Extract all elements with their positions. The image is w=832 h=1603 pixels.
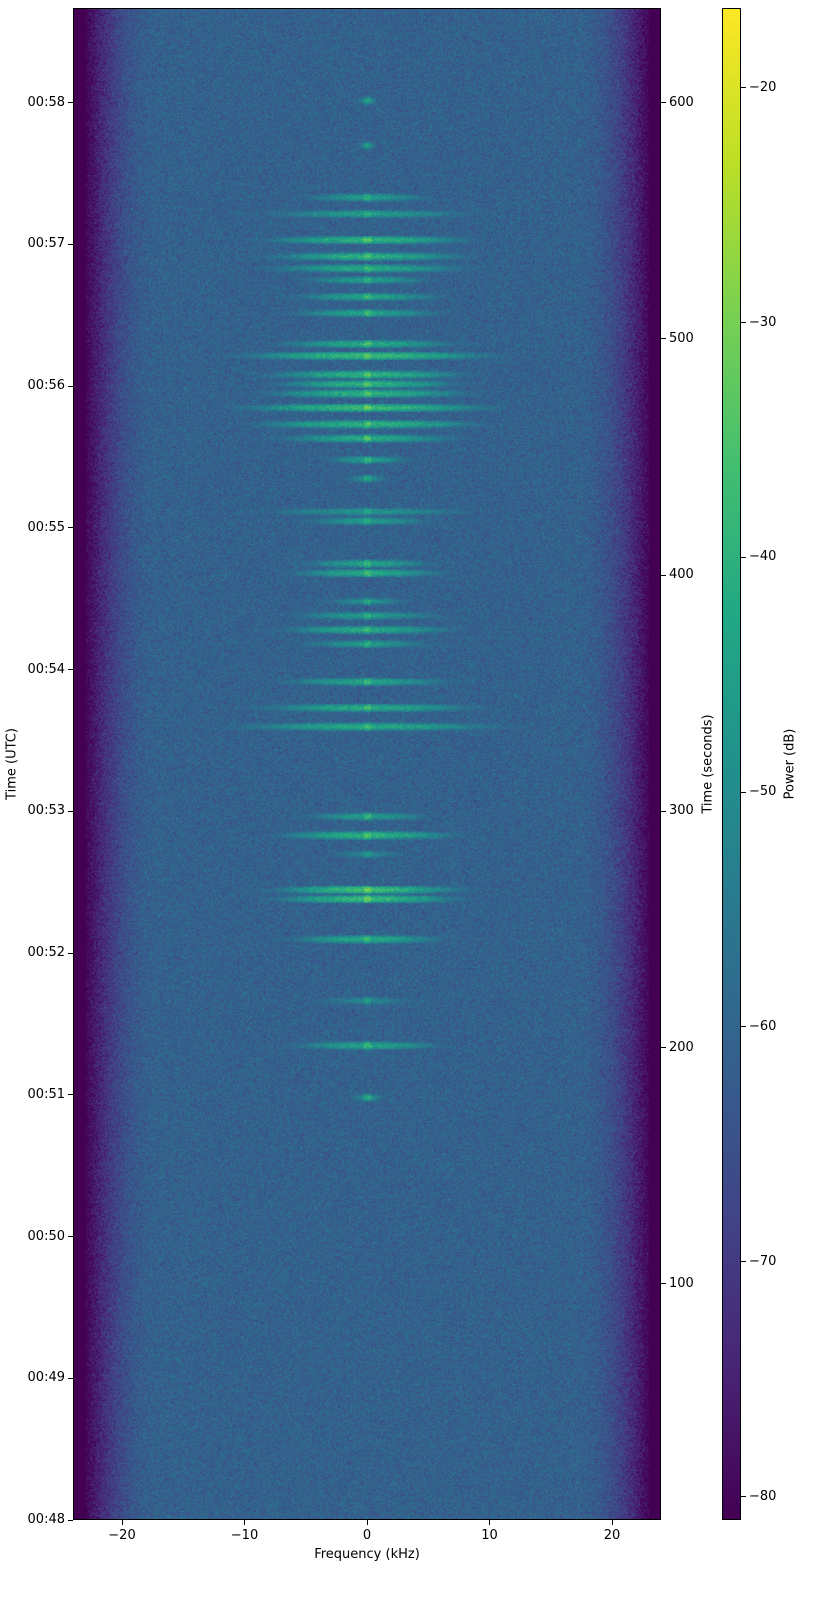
left-y-tick-label: 00:53 <box>27 803 65 819</box>
left-y-tick-mark <box>68 1236 73 1237</box>
x-tick-mark <box>366 1520 368 1525</box>
left-y-tick-mark <box>68 1094 73 1096</box>
colorbar-tick-mark <box>741 1026 746 1028</box>
colorbar-tick-label: −30 <box>749 314 777 330</box>
left-y-tick-mark <box>68 810 73 812</box>
x-tick-mark <box>489 1520 490 1525</box>
colorbar-tick-label: −50 <box>749 784 777 800</box>
x-tick-mark <box>244 1520 245 1525</box>
x-tick-mark <box>611 1520 613 1525</box>
colorbar-gradient <box>723 9 740 1519</box>
left-y-tick-label: 00:54 <box>27 661 65 677</box>
left-y-tick-label: 00:50 <box>27 1228 65 1244</box>
x-tick-label: 10 <box>481 1528 498 1543</box>
colorbar-tick-mark <box>741 1261 746 1263</box>
right-y-tick-label: 600 <box>669 94 694 110</box>
right-y-tick-mark <box>661 102 666 103</box>
x-tick-label: −10 <box>230 1528 259 1543</box>
left-y-tick-label: 00:48 <box>27 1512 65 1527</box>
right-y-tick-mark <box>661 338 666 340</box>
colorbar-tick-label: −40 <box>749 549 777 565</box>
plot-area <box>73 8 661 1520</box>
colorbar <box>722 8 741 1520</box>
right-y-tick-mark <box>661 1047 666 1048</box>
colorbar-tick-label: −20 <box>749 79 777 95</box>
colorbar-tick-mark <box>741 87 746 89</box>
right-y-tick-label: 400 <box>669 567 694 582</box>
left-y-tick-mark <box>68 1519 73 1521</box>
left-y-tick-label: 00:52 <box>27 945 65 960</box>
right-y-tick-label: 300 <box>669 803 694 819</box>
colorbar-tick-label: −80 <box>749 1488 777 1504</box>
x-tick-label: 20 <box>603 1528 621 1543</box>
left-y-tick-label: 00:58 <box>27 94 65 110</box>
y-axis-label-right: Time (seconds) <box>700 714 716 814</box>
colorbar-tick-label: −60 <box>749 1018 777 1034</box>
x-tick-label: −20 <box>108 1528 136 1543</box>
colorbar-label: Power (dB) <box>782 728 798 800</box>
left-y-tick-mark <box>68 243 73 245</box>
right-y-tick-mark <box>661 810 666 812</box>
left-y-tick-mark <box>68 1377 73 1379</box>
left-y-tick-mark <box>68 527 73 529</box>
right-y-tick-label: 200 <box>669 1039 694 1055</box>
left-y-tick-mark <box>68 102 73 103</box>
colorbar-tick-mark <box>741 322 746 324</box>
colorbar-tick-mark <box>741 556 746 558</box>
left-y-tick-label: 00:49 <box>27 1370 65 1386</box>
colorbar-tick-mark <box>741 791 746 793</box>
colorbar-tick-label: −70 <box>749 1253 777 1269</box>
spectrogram-image <box>74 9 660 1519</box>
right-y-tick-label: 100 <box>669 1275 694 1291</box>
left-y-tick-mark <box>68 669 73 670</box>
left-y-tick-label: 00:56 <box>27 378 65 393</box>
x-tick-label: 0 <box>362 1528 372 1543</box>
x-axis-label: Frequency (kHz) <box>314 1547 420 1562</box>
left-y-tick-mark <box>68 385 73 387</box>
left-y-tick-label: 00:51 <box>27 1086 65 1102</box>
left-y-tick-label: 00:55 <box>27 519 65 535</box>
x-tick-mark <box>121 1520 123 1525</box>
colorbar-tick-mark <box>741 1496 746 1498</box>
right-y-tick-mark <box>661 574 666 576</box>
left-y-tick-mark <box>68 952 73 954</box>
left-y-tick-label: 00:57 <box>27 236 65 252</box>
y-axis-label-left: Time (UTC) <box>4 728 20 800</box>
right-y-tick-label: 500 <box>669 330 694 346</box>
right-y-tick-mark <box>661 1283 666 1285</box>
